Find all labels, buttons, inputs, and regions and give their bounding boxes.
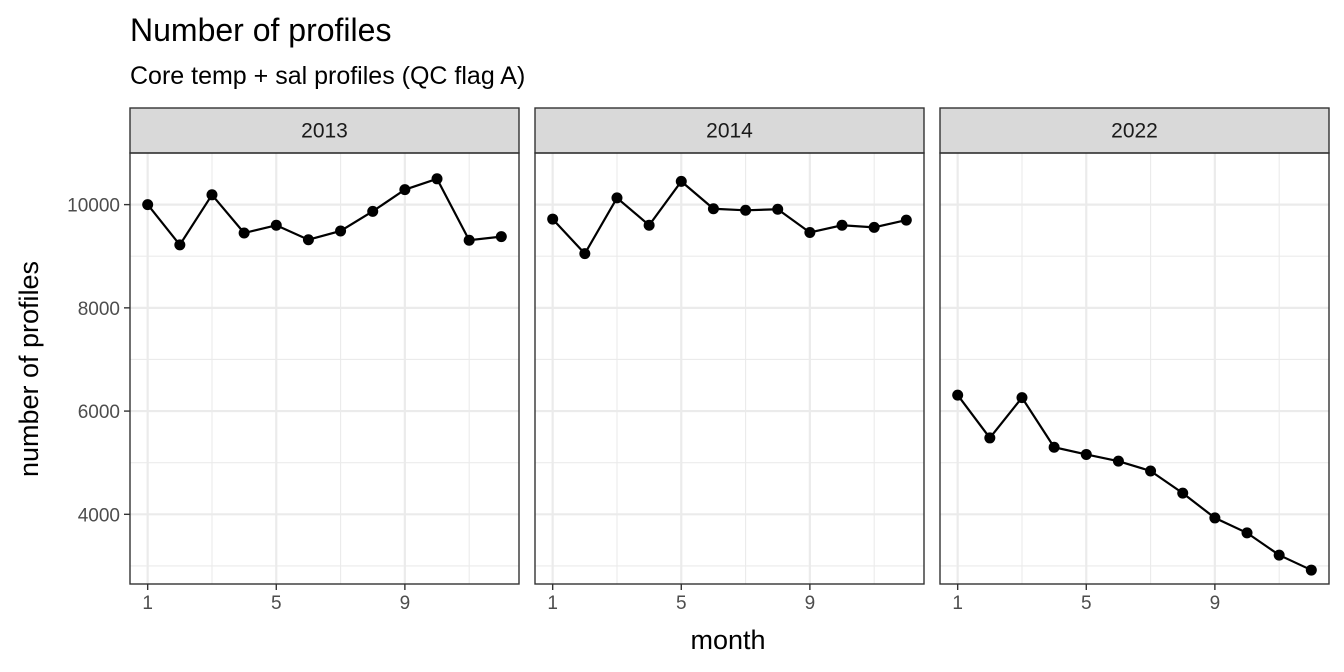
data-point: [611, 192, 623, 204]
x-tick-label: 9: [805, 593, 816, 614]
facet-panels: 2013 1 5 9 2014 1 5 9 2022 1 5 9: [129, 107, 1330, 614]
data-point: [1305, 564, 1317, 576]
panel-background: [535, 153, 924, 584]
data-point: [142, 199, 154, 211]
data-point: [463, 234, 475, 246]
y-tick-label: 8000: [78, 299, 120, 320]
facet-strip: [939, 107, 1330, 154]
panel-border: [129, 152, 520, 585]
data-point: [302, 234, 314, 246]
y-tick-label: 6000: [78, 402, 120, 423]
panel-border: [939, 152, 1330, 585]
y-axis: 4000 6000 8000 10000: [67, 196, 130, 526]
y-tick-label: 4000: [78, 505, 120, 526]
x-tick-label: 1: [547, 593, 558, 614]
data-point: [399, 184, 411, 196]
facet-strip-label: 2022: [1111, 120, 1158, 143]
series-line-2013: [146, 177, 502, 247]
x-tick-label: 1: [142, 593, 153, 614]
panel-border: [534, 152, 925, 585]
data-point: [675, 175, 687, 187]
x-tick-label: 5: [271, 593, 282, 614]
x-tick-label: 5: [676, 593, 687, 614]
data-point: [367, 205, 379, 217]
data-point: [900, 214, 912, 226]
data-point: [1112, 455, 1124, 467]
x-tick-label: 5: [1081, 593, 1092, 614]
y-axis-title: number of profiles: [14, 261, 44, 477]
x-tick-label: 9: [1210, 593, 1221, 614]
data-point: [740, 204, 752, 216]
data-point: [431, 173, 443, 185]
data-point: [804, 226, 816, 238]
facet-strip: [534, 107, 925, 154]
data-point: [1273, 549, 1285, 561]
x-axis-title: month: [690, 625, 765, 655]
data-point: [1080, 448, 1092, 460]
data-point: [643, 219, 655, 231]
chart-subtitle: Core temp + sal profiles (QC flag A): [130, 62, 525, 90]
data-point: [1241, 527, 1253, 539]
data-point: [1209, 512, 1221, 524]
facet-strip-label: 2014: [706, 120, 753, 143]
data-point: [952, 389, 964, 401]
x-tick-label: 9: [400, 593, 411, 614]
data-point: [335, 225, 347, 237]
data-point: [707, 203, 719, 215]
facet-strip-label: 2013: [301, 120, 348, 143]
data-point: [495, 231, 507, 243]
data-point: [984, 432, 996, 444]
facet-strip: [129, 107, 520, 154]
data-point: [270, 219, 282, 231]
data-point: [579, 248, 591, 260]
data-point: [772, 203, 784, 215]
data-point: [238, 227, 250, 239]
series-line-2022: [956, 394, 1312, 572]
data-point: [1145, 465, 1157, 477]
data-point: [868, 221, 880, 233]
data-point: [206, 189, 218, 201]
data-point: [174, 239, 186, 251]
data-point: [1016, 392, 1028, 404]
x-tick-label: 1: [952, 593, 963, 614]
data-point: [1177, 487, 1189, 499]
data-point: [836, 219, 848, 231]
y-tick-label: 10000: [67, 196, 120, 217]
chart-title: Number of profiles: [130, 12, 391, 48]
data-point: [1048, 441, 1060, 453]
facet-panel-2022: 2022 1 5 9: [939, 107, 1330, 614]
facet-panel-2013: 2013 1 5 9: [129, 107, 520, 614]
panel-background: [940, 153, 1329, 584]
facet-panel-2014: 2014 1 5 9: [534, 107, 925, 614]
data-point: [547, 213, 559, 225]
panel-background: [130, 153, 519, 584]
